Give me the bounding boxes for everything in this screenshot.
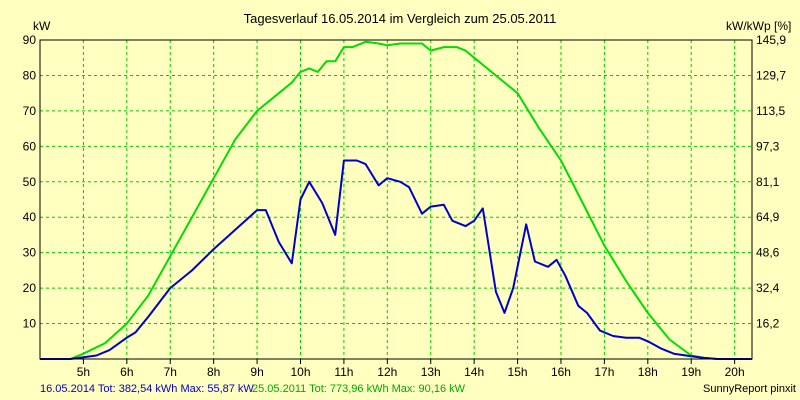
y-tick-label-right: 113,5 (756, 104, 785, 118)
x-tick-label: 11h (334, 365, 353, 379)
footer-credit: SunnyReport pinxit (703, 383, 796, 395)
x-tick-label: 14h (464, 365, 484, 379)
y-tick-label-left: 50 (23, 175, 37, 189)
y-tick-label-right: 145,9 (756, 33, 786, 47)
tick-labels: 5h 6h 7h 8h 9h 10h 11h 12h 13h 14h 15h 16h 17h 18h 19h… (23, 33, 787, 379)
y-axis-right-label: kW/kWp [%] (726, 19, 791, 33)
y-tick-label-left: 70 (23, 104, 37, 118)
x-tick-label: 12h (377, 365, 397, 379)
x-tick-label: 16h (551, 365, 571, 379)
grid (40, 40, 752, 359)
y-tick-label-left: 10 (23, 317, 37, 331)
x-tick-label: 5h (77, 365, 90, 379)
x-tick-label: 10h (290, 365, 310, 379)
y-tick-label-right: 16,2 (756, 317, 780, 331)
x-tick-label: 13h (421, 365, 441, 379)
y-tick-label-left: 80 (23, 68, 37, 82)
y-tick-label-right: 32,4 (756, 281, 780, 295)
x-tick-label: 8h (207, 365, 220, 379)
x-tick-label: 7h (164, 365, 177, 379)
x-tick-label: 9h (250, 365, 263, 379)
y-tick-label-left: 40 (23, 210, 37, 224)
y-tick-label-right: 129,7 (756, 68, 786, 82)
x-tick-label: 6h (120, 365, 133, 379)
y-tick-label-right: 81,1 (756, 175, 780, 189)
x-tick-label: 18h (638, 365, 658, 379)
series-lines (40, 40, 752, 360)
series-line-16-05-2014 (40, 159, 752, 360)
x-tick-label: 15h (508, 365, 528, 379)
y-tick-label-left: 90 (23, 33, 37, 47)
x-tick-label: 19h (681, 365, 701, 379)
y-tick-label-right: 64,9 (756, 210, 780, 224)
x-tick-label: 17h (594, 365, 614, 379)
y-tick-label-left: 60 (23, 139, 37, 153)
y-tick-label-left: 20 (23, 281, 37, 295)
footer-series2-text: 25.05.2011 Tot: 773,96 kWh Max: 90,16 kW (252, 383, 466, 395)
y-tick-label-right: 48,6 (756, 246, 780, 260)
x-tick-label: 20h (725, 365, 745, 379)
y-tick-label-left: 30 (23, 246, 37, 260)
chart-title: Tagesverlauf 16.05.2014 im Vergleich zum… (244, 11, 557, 26)
y-axis-left-label: kW (33, 19, 51, 33)
series-line-25-05-2011 (40, 40, 752, 360)
y-tick-label-right: 97,3 (756, 139, 780, 153)
plot-frame (39, 39, 753, 360)
footer-series1-text: 16.05.2014 Tot: 382,54 kWh Max: 55,87 kW (40, 383, 254, 395)
